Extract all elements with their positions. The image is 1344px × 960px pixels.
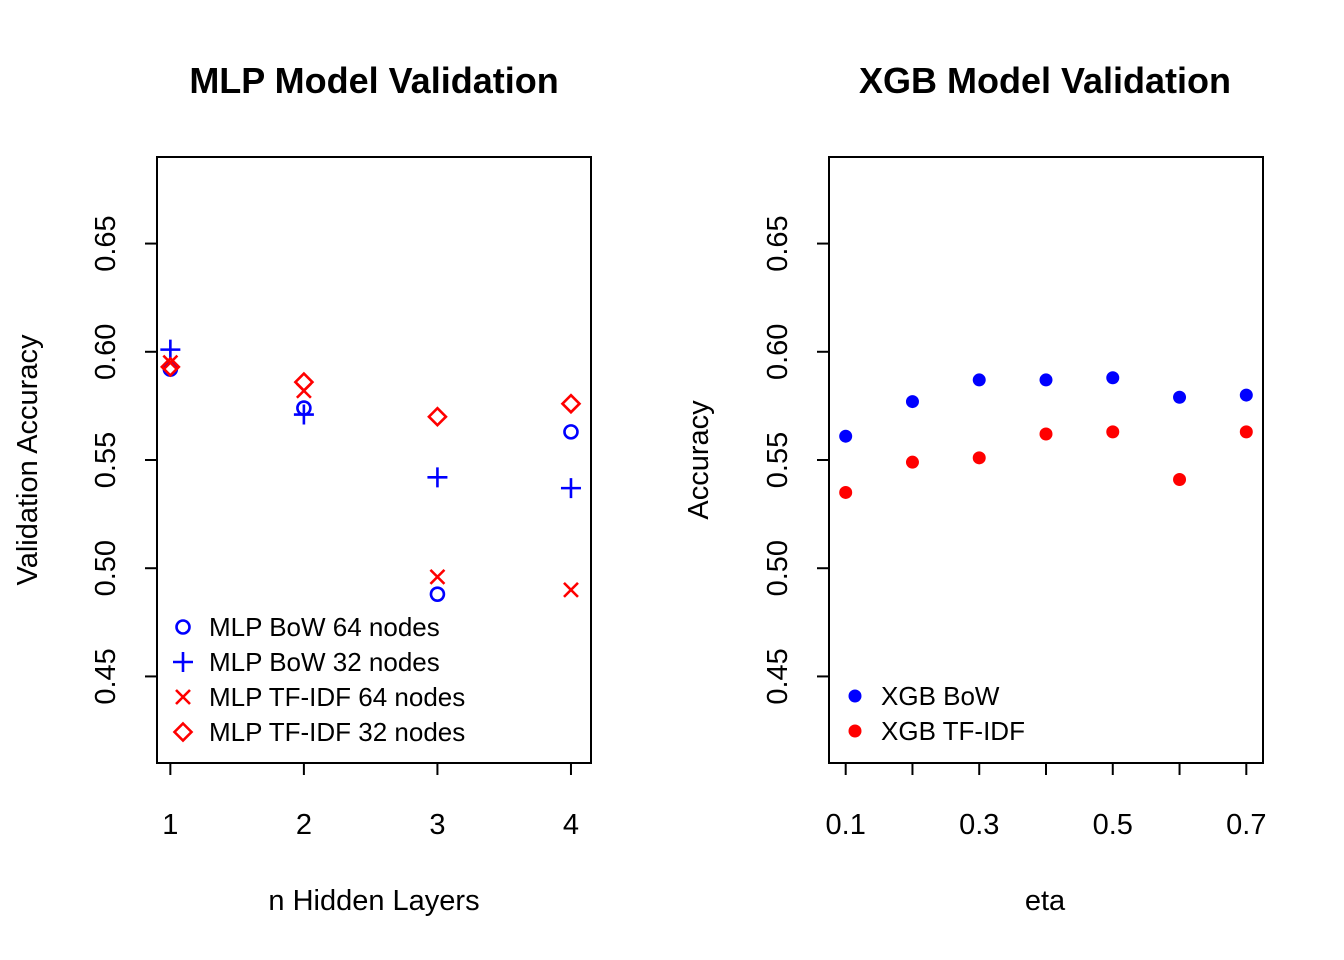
y-tick-label: 0.60	[762, 324, 794, 380]
data-point	[839, 485, 853, 499]
data-point	[839, 429, 853, 443]
x-tick-label: 0.1	[826, 809, 866, 841]
legend-marker	[172, 721, 194, 743]
data-point	[905, 455, 919, 469]
data-point	[1239, 425, 1253, 439]
y-tick-label: 0.50	[90, 540, 122, 596]
legend-label: MLP TF-IDF 32 nodes	[209, 717, 465, 747]
data-point	[429, 568, 446, 585]
y-tick-label: 0.50	[762, 540, 794, 596]
legend-label: XGB TF-IDF	[881, 716, 1025, 746]
x-tick-label: 4	[563, 809, 579, 841]
data-point	[972, 373, 986, 387]
legend: MLP BoW 64 nodes MLP BoW 32 nodes MLP TF-I…	[172, 612, 465, 747]
legend-marker	[848, 689, 862, 703]
legend-label: MLP BoW 32 nodes	[209, 647, 440, 677]
data-point	[563, 581, 579, 598]
data-point	[293, 371, 315, 393]
x-tick-label: 0.7	[1226, 809, 1266, 841]
x-axis-label: n Hidden Layers	[268, 885, 479, 917]
data-point	[972, 451, 986, 465]
data-point	[560, 393, 582, 415]
marks-group	[839, 371, 1253, 499]
data-point	[1173, 472, 1187, 486]
y-axis-label: Validation Accuracy	[12, 334, 44, 585]
x-axis-label: eta	[1025, 885, 1066, 917]
data-point	[160, 339, 181, 360]
legend-marker	[848, 724, 862, 738]
data-point	[427, 406, 448, 428]
plot-frame	[156, 156, 592, 764]
data-point	[1173, 390, 1187, 404]
x-tick-label: 0.3	[959, 809, 999, 841]
legend-marker	[173, 652, 193, 672]
x-tick-label: 2	[296, 809, 312, 841]
y-tick-label: 0.65	[90, 215, 122, 271]
data-point	[1039, 373, 1053, 387]
data-point	[563, 424, 579, 440]
data-point	[160, 356, 181, 378]
legend-marker	[175, 619, 191, 635]
y-tick-label: 0.45	[90, 648, 122, 704]
y-tick-label: 0.65	[762, 215, 794, 271]
y-tick-label: 0.60	[90, 324, 122, 380]
legend-label: MLP TF-IDF 64 nodes	[209, 682, 465, 712]
xgb-validation-chart: XGB Model Validation eta Accuracy 0.1 0.3…	[683, 60, 1266, 917]
data-point	[1106, 371, 1120, 385]
x-tick-label: 1	[162, 809, 178, 841]
data-point	[905, 395, 919, 409]
legend-label: XGB BoW	[881, 681, 1000, 711]
data-point	[1106, 425, 1120, 439]
data-point	[429, 586, 446, 602]
legend-label: MLP BoW 64 nodes	[209, 612, 440, 642]
chart-title: MLP Model Validation	[189, 60, 558, 101]
y-tick-label: 0.55	[90, 432, 122, 488]
legend: XGB BoW XGB TF-IDF	[848, 681, 1025, 746]
data-point	[427, 467, 448, 488]
tick-group: 0.1 0.3 0.5 0.7 0.45 0.50 0.55 0.60 0.65	[762, 215, 1266, 841]
data-point	[1239, 388, 1253, 402]
y-tick-label: 0.55	[762, 432, 794, 488]
plot-frame	[828, 156, 1264, 764]
data-point	[162, 354, 179, 371]
marks-group	[160, 339, 582, 602]
data-point	[1039, 427, 1053, 441]
data-point	[560, 478, 581, 499]
legend-marker	[175, 689, 191, 705]
mlp-validation-chart: MLP Model Validation n Hidden Layers Val…	[12, 60, 592, 917]
x-tick-label: 0.5	[1093, 809, 1133, 841]
y-axis-label: Accuracy	[683, 400, 715, 520]
chart-title: XGB Model Validation	[859, 60, 1231, 101]
data-point	[293, 404, 314, 425]
x-tick-label: 3	[429, 809, 445, 841]
y-tick-label: 0.45	[762, 648, 794, 704]
tick-group: 1 2 3 4 0.45 0.50 0.55 0.60 0.65	[90, 215, 579, 841]
